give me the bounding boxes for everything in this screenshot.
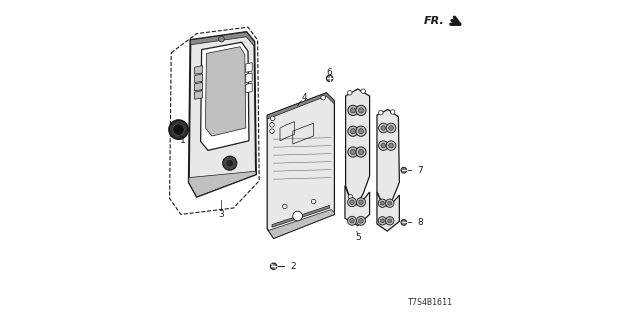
Polygon shape xyxy=(268,93,334,238)
Circle shape xyxy=(283,204,287,209)
Circle shape xyxy=(388,143,393,148)
Polygon shape xyxy=(205,47,246,136)
Circle shape xyxy=(380,219,384,223)
Circle shape xyxy=(356,126,366,136)
Polygon shape xyxy=(195,74,202,83)
Circle shape xyxy=(349,200,355,204)
Polygon shape xyxy=(272,205,330,227)
Circle shape xyxy=(356,105,366,116)
Circle shape xyxy=(351,149,356,155)
Polygon shape xyxy=(195,91,202,99)
Text: 3: 3 xyxy=(218,210,223,219)
Circle shape xyxy=(356,216,365,225)
Circle shape xyxy=(173,124,184,135)
Circle shape xyxy=(349,219,355,223)
Circle shape xyxy=(356,147,366,157)
Polygon shape xyxy=(195,82,202,91)
Text: 4: 4 xyxy=(301,93,307,102)
Circle shape xyxy=(270,129,275,133)
Polygon shape xyxy=(377,109,399,205)
Text: 2: 2 xyxy=(291,262,296,271)
Text: 1: 1 xyxy=(180,136,186,145)
Circle shape xyxy=(348,91,352,95)
Circle shape xyxy=(385,199,394,207)
Polygon shape xyxy=(246,73,252,83)
Polygon shape xyxy=(191,32,254,46)
Polygon shape xyxy=(345,186,370,226)
Circle shape xyxy=(359,219,364,223)
Circle shape xyxy=(270,116,275,121)
Polygon shape xyxy=(195,66,202,74)
Polygon shape xyxy=(268,210,334,238)
Text: 5: 5 xyxy=(355,233,360,242)
Polygon shape xyxy=(246,83,252,93)
Circle shape xyxy=(348,147,358,157)
Polygon shape xyxy=(189,171,256,197)
Circle shape xyxy=(378,141,388,150)
Circle shape xyxy=(169,120,188,139)
Circle shape xyxy=(223,156,237,170)
Circle shape xyxy=(401,167,407,173)
Text: 7: 7 xyxy=(418,166,423,175)
Polygon shape xyxy=(201,42,249,150)
Circle shape xyxy=(378,123,388,133)
Polygon shape xyxy=(346,89,370,205)
Text: FR.: FR. xyxy=(424,16,445,26)
Circle shape xyxy=(378,217,387,225)
Polygon shape xyxy=(246,63,252,72)
Circle shape xyxy=(312,199,316,204)
Circle shape xyxy=(351,108,356,113)
Circle shape xyxy=(348,105,358,116)
Circle shape xyxy=(388,219,392,223)
Circle shape xyxy=(378,110,383,115)
Circle shape xyxy=(378,199,387,207)
Circle shape xyxy=(388,201,392,205)
Circle shape xyxy=(358,149,364,155)
Circle shape xyxy=(326,75,333,82)
Circle shape xyxy=(390,110,395,114)
Circle shape xyxy=(348,198,356,207)
Circle shape xyxy=(321,95,326,100)
Circle shape xyxy=(348,216,356,225)
Circle shape xyxy=(386,123,396,133)
Circle shape xyxy=(271,263,277,269)
Circle shape xyxy=(381,143,385,148)
Circle shape xyxy=(219,36,225,42)
Circle shape xyxy=(381,126,385,130)
Circle shape xyxy=(401,220,407,225)
Circle shape xyxy=(348,195,353,199)
Polygon shape xyxy=(189,32,256,197)
Circle shape xyxy=(385,217,394,225)
Circle shape xyxy=(380,201,384,205)
Text: 8: 8 xyxy=(418,218,423,227)
Circle shape xyxy=(388,126,393,130)
Circle shape xyxy=(386,141,396,150)
Text: T7S4B1611: T7S4B1611 xyxy=(408,298,453,307)
Circle shape xyxy=(348,126,358,136)
Circle shape xyxy=(292,211,303,221)
Circle shape xyxy=(356,198,365,207)
Circle shape xyxy=(358,129,364,134)
Circle shape xyxy=(351,129,356,134)
Circle shape xyxy=(270,123,275,127)
Circle shape xyxy=(361,89,365,93)
Polygon shape xyxy=(377,192,399,231)
Circle shape xyxy=(358,108,364,113)
Text: 6: 6 xyxy=(327,68,332,76)
Circle shape xyxy=(359,200,364,204)
Circle shape xyxy=(226,159,234,167)
Polygon shape xyxy=(268,93,334,119)
